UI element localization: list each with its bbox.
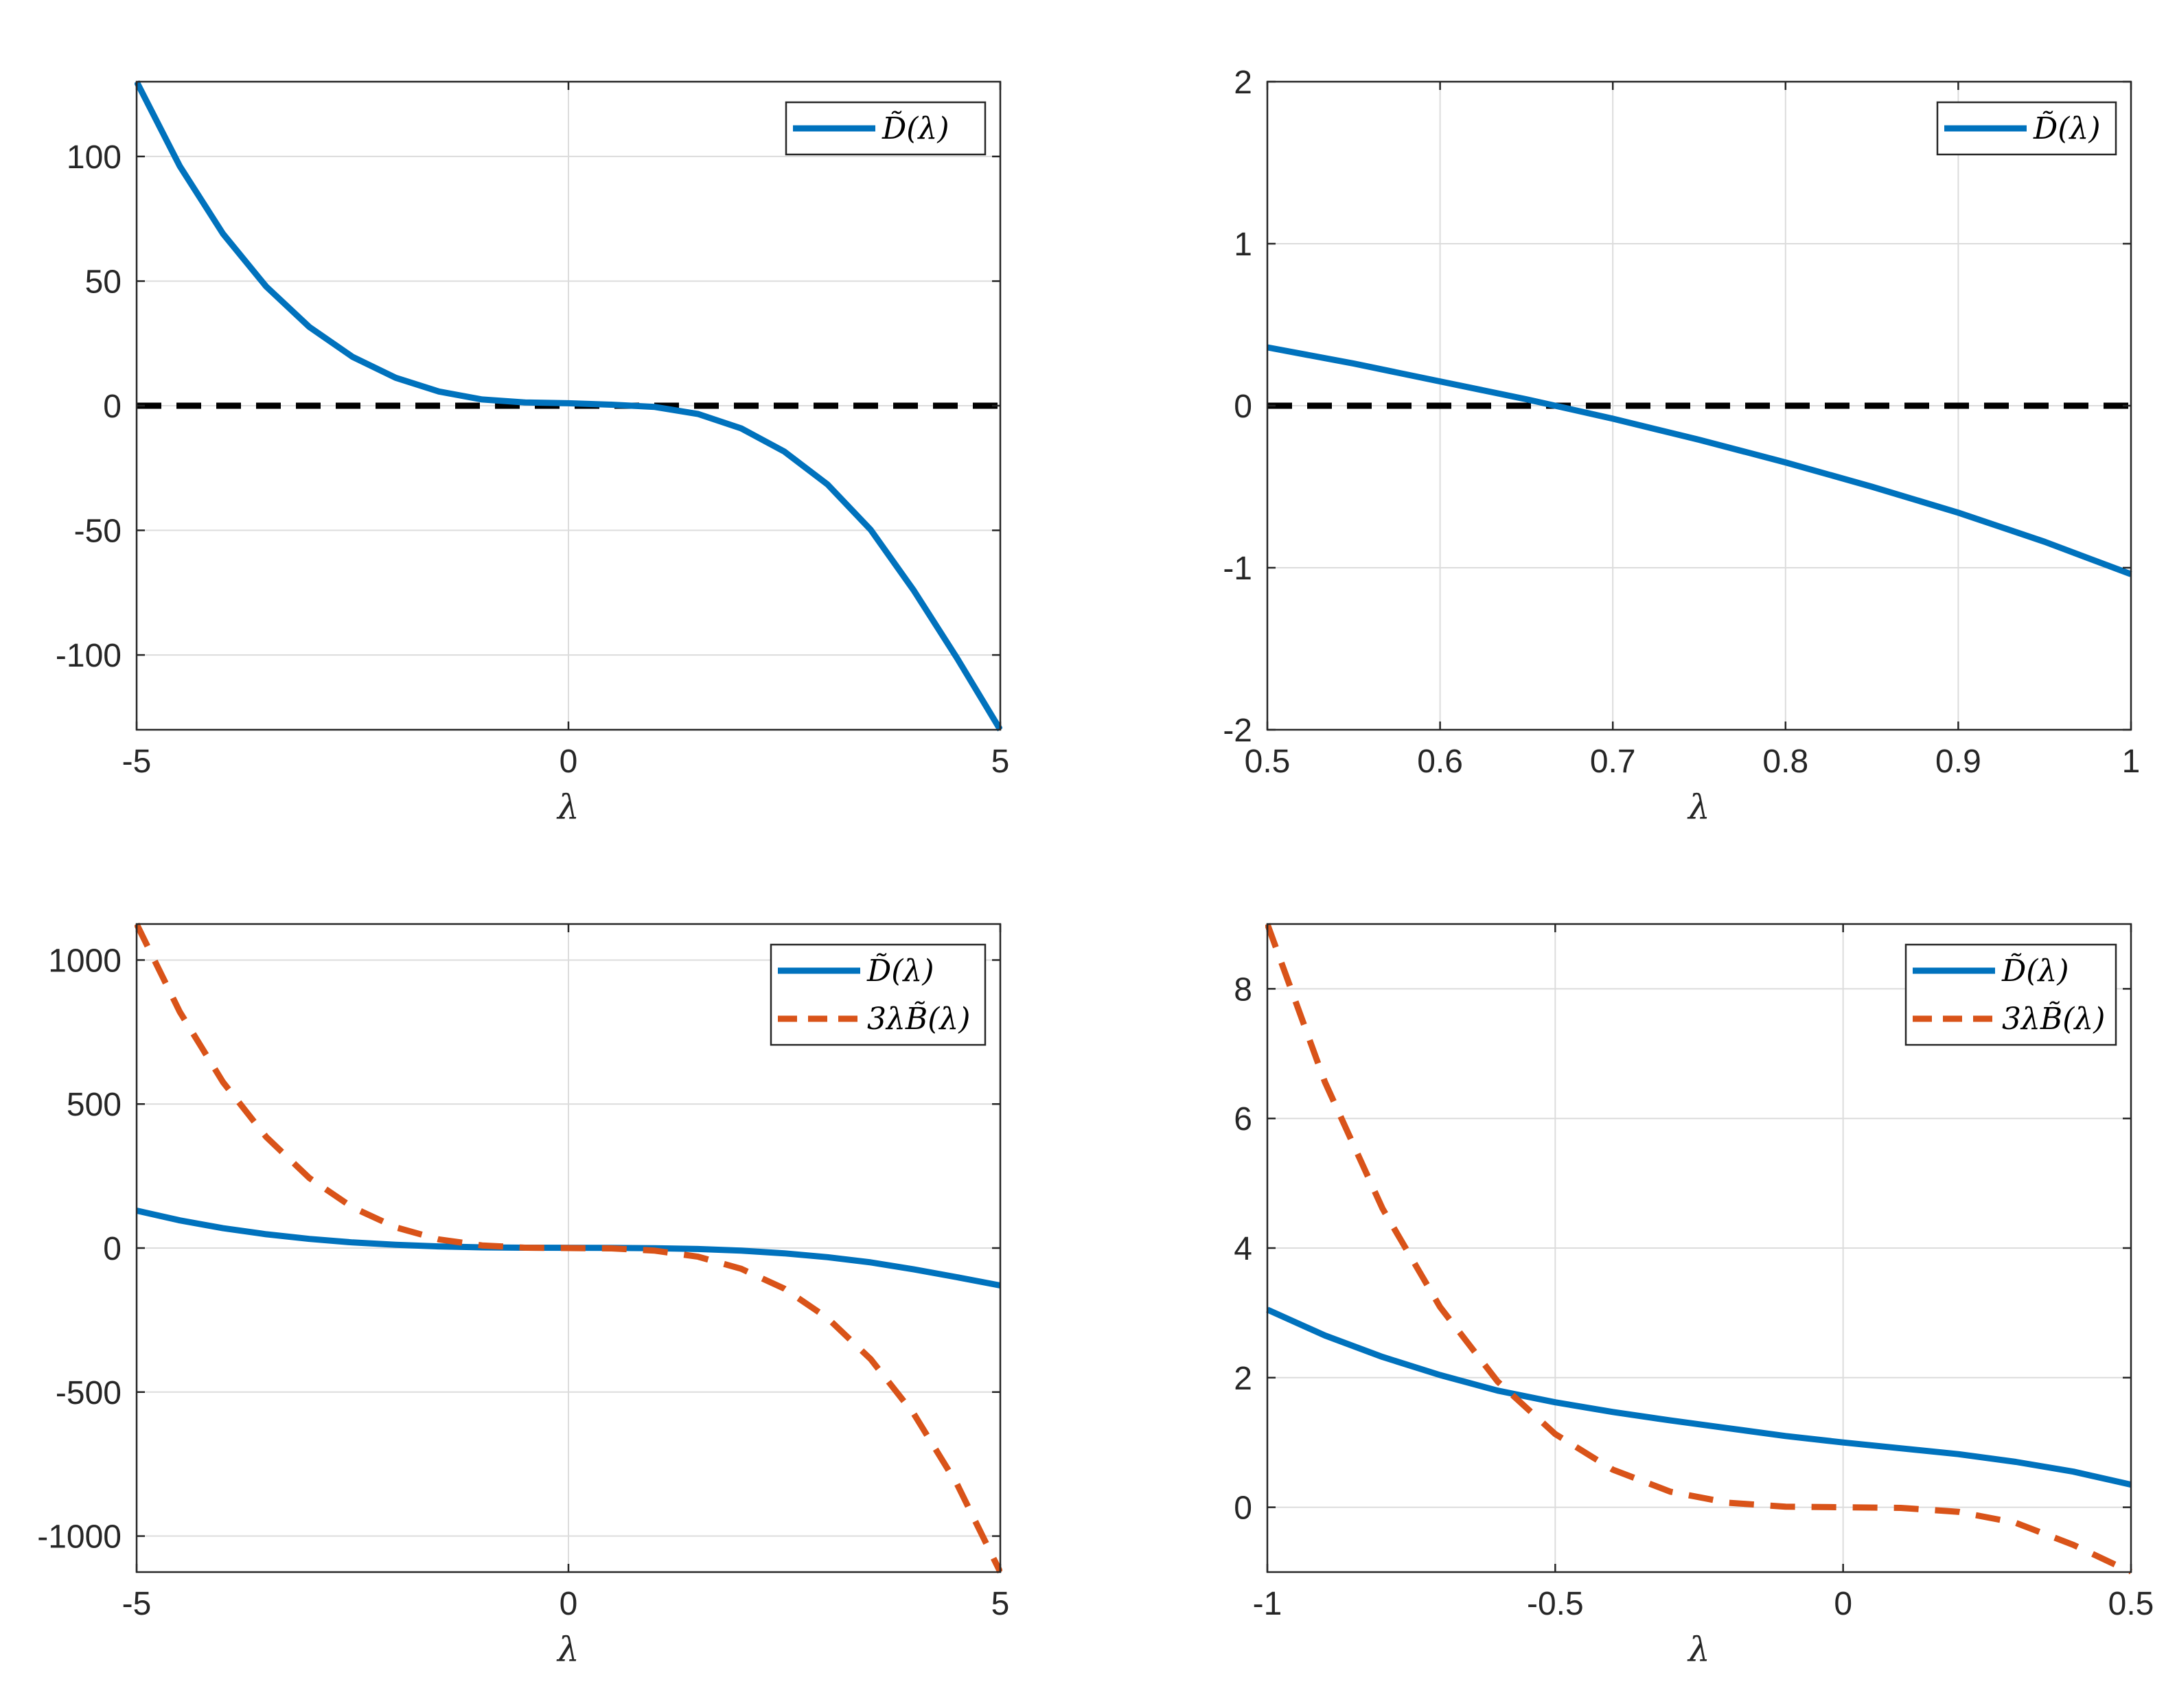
legend: D̃(λ) 3λB̃(λ)	[1904, 943, 2117, 1046]
panel-top-right: 0.5 0.6 0.7 0.8 0.9 1 -2 -1 0 1 2 λ D̃(λ)	[1223, 65, 2140, 827]
y-tick-label: 4	[1234, 1231, 1252, 1267]
panel-bottom-left: -5 0 5 -1000 -500 0 500 1000 λ D̃(λ) 3λB̃(λ)	[37, 923, 1010, 1670]
y-tick-label: 50	[85, 264, 122, 300]
y-tick-label: 500	[67, 1087, 122, 1123]
y-tick-label: 2	[1234, 1361, 1252, 1397]
legend: D̃(λ)	[1936, 101, 2117, 156]
legend-label: D̃(λ)	[2033, 110, 2101, 146]
series-line-D	[1266, 1306, 2132, 1488]
series-line-3lambda-B	[135, 923, 1002, 1573]
legend: D̃(λ)	[785, 101, 987, 156]
x-tick-label: -1	[1253, 1586, 1282, 1622]
data-layer	[1267, 344, 2132, 577]
series-line-D	[1267, 344, 2132, 577]
legend-label: D̃(λ)	[866, 952, 934, 989]
y-tick-label: -1	[1223, 551, 1252, 587]
x-tick-label: 5	[991, 743, 1010, 780]
y-tick-label: 0	[103, 389, 122, 425]
x-tick-label: 0.5	[1245, 743, 1291, 780]
y-tick-label: 0	[1234, 389, 1252, 425]
y-tick-label: 2	[1234, 65, 1252, 101]
legend-label: D̃(λ)	[882, 110, 949, 146]
x-tick-label: 5	[991, 1586, 1010, 1622]
y-tick-label: -500	[56, 1375, 122, 1411]
y-tick-label: -2	[1223, 713, 1252, 749]
y-tick-label: -50	[74, 513, 122, 550]
legend-box	[1904, 943, 2117, 1046]
data-layer	[1265, 923, 2132, 1574]
legend-label: 3λB̃(λ)	[867, 1000, 970, 1037]
x-tick-label: 0.6	[1417, 743, 1463, 780]
x-tick-label: 1	[2122, 743, 2141, 780]
y-tick-label: 1	[1234, 227, 1252, 263]
y-tick-label: 0	[103, 1231, 122, 1267]
y-tick-label: 0	[1234, 1490, 1252, 1527]
x-tick-label: -5	[122, 1586, 152, 1622]
legend-label: D̃(λ)	[2001, 952, 2069, 989]
x-tick-label: -5	[122, 743, 152, 780]
x-axis-label: λ	[1687, 787, 1710, 827]
y-tick-label: 8	[1234, 971, 1252, 1008]
series-line-3lambda-B	[1265, 923, 2132, 1574]
x-axis-label: λ	[556, 787, 579, 827]
x-tick-label: 0.7	[1590, 743, 1636, 780]
y-tick-label: -1000	[37, 1519, 122, 1556]
y-tick-label: 6	[1234, 1101, 1252, 1138]
series-line-D	[135, 80, 1002, 732]
y-tick-label: 1000	[48, 943, 122, 979]
legend: D̃(λ) 3λB̃(λ)	[770, 943, 987, 1046]
data-layer	[135, 80, 1002, 732]
x-tick-label: 0	[560, 743, 578, 780]
y-tick-label: -100	[56, 638, 122, 674]
legend-box	[770, 943, 987, 1046]
x-tick-label: -0.5	[1527, 1586, 1584, 1622]
panel-bottom-right: -1 -0.5 0 0.5 0 2 4 6 8 λ D̃(λ) 3λB̃(λ)	[1234, 923, 2154, 1670]
x-tick-label: 0	[1834, 1586, 1852, 1622]
legend-label: 3λB̃(λ)	[2002, 1000, 2105, 1037]
x-tick-label: 0.8	[1762, 743, 1808, 780]
data-layer	[135, 923, 1002, 1573]
y-tick-label: 100	[67, 139, 122, 176]
x-tick-label: 0	[560, 1586, 578, 1622]
x-tick-label: 0.5	[2108, 1586, 2154, 1622]
x-axis-label: λ	[556, 1630, 579, 1670]
x-tick-label: 0.9	[1935, 743, 1981, 780]
x-axis-label: λ	[1687, 1630, 1710, 1670]
